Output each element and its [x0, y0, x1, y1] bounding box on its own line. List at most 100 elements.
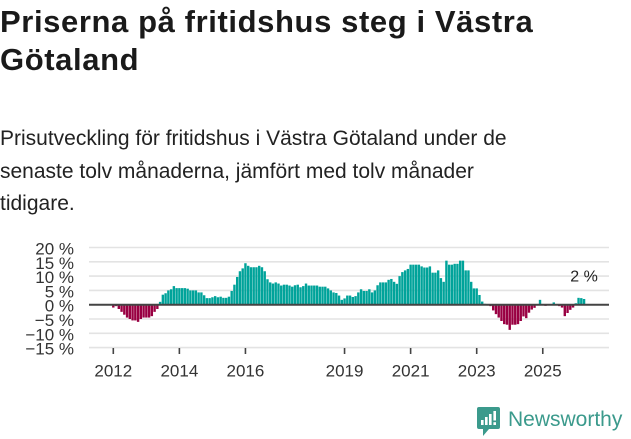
bar-positive	[222, 297, 225, 305]
bar-positive	[175, 288, 178, 305]
bar-positive	[395, 283, 399, 305]
bar-positive	[238, 271, 242, 305]
bar-positive	[362, 290, 366, 305]
x-axis-label: 2025	[524, 362, 562, 381]
chart-title: Priserna på fritidshus steg i Västra Göt…	[0, 4, 534, 77]
bar-positive	[194, 290, 198, 305]
bar-positive	[420, 266, 423, 305]
bar-positive	[472, 288, 476, 305]
bar-positive	[359, 289, 363, 305]
bar-negative	[560, 304, 564, 308]
brand-name: Newsworthy	[508, 408, 623, 431]
bar-positive	[481, 301, 484, 305]
bar-positive	[401, 272, 404, 305]
bar-negative	[516, 304, 520, 325]
bar-positive	[258, 265, 261, 305]
bar-positive	[450, 264, 454, 305]
bar-negative	[544, 304, 547, 306]
bar-positive	[310, 285, 313, 305]
bar-negative	[489, 304, 492, 307]
bar-positive	[436, 270, 440, 305]
bar-positive	[208, 298, 211, 305]
x-axis-label: 2016	[227, 362, 265, 381]
bar-positive	[368, 289, 371, 305]
bar-positive	[313, 285, 316, 305]
bar-positive	[285, 284, 288, 305]
bar-positive	[169, 289, 173, 305]
bar-positive	[409, 264, 412, 305]
bar-positive	[387, 279, 390, 305]
bar-positive	[183, 288, 187, 305]
bar-positive	[269, 282, 272, 305]
last-value-annotation: 2 %	[570, 269, 598, 286]
bar-positive	[249, 267, 253, 305]
bar-positive	[202, 295, 206, 305]
bar-positive	[469, 281, 473, 305]
bar-positive	[200, 292, 203, 305]
bar-negative	[136, 304, 140, 322]
bar-negative	[533, 304, 536, 308]
bar-positive	[431, 272, 434, 305]
bar-positive	[398, 276, 401, 305]
bar-positive	[219, 296, 222, 305]
bar-positive	[288, 285, 291, 305]
bar-negative	[139, 304, 143, 319]
bar-positive	[403, 270, 407, 305]
bar-positive	[442, 281, 445, 305]
bar-negative	[527, 304, 531, 313]
bar-positive	[252, 267, 255, 305]
bar-positive	[348, 295, 352, 305]
newsworthy-logo: Newsworthy	[476, 406, 622, 438]
bar-positive	[164, 293, 167, 305]
bar-positive	[244, 263, 247, 305]
bar-positive	[241, 268, 244, 305]
bar-negative	[519, 304, 522, 322]
bar-positive	[213, 296, 217, 305]
x-axis-label: 2019	[326, 362, 364, 381]
bar-negative	[500, 304, 503, 322]
bar-negative	[522, 304, 525, 317]
bar-negative	[128, 304, 132, 319]
y-axis-label: −10 %	[25, 325, 74, 344]
bar-positive	[337, 295, 341, 305]
bar-positive	[246, 265, 250, 305]
bar-positive	[417, 264, 421, 305]
bar-negative	[563, 304, 566, 317]
bar-positive	[211, 297, 214, 305]
bar-negative	[525, 304, 528, 319]
bar-positive	[332, 292, 335, 305]
bar-positive	[365, 290, 368, 305]
bar-positive	[291, 286, 294, 305]
bar-positive	[205, 298, 209, 305]
bar-negative	[503, 304, 506, 325]
bar-positive	[271, 283, 275, 305]
bar-positive	[315, 285, 319, 305]
bar-positive	[191, 290, 195, 305]
y-axis-label: 0 %	[45, 297, 74, 316]
bar-positive	[381, 282, 385, 305]
bar-positive	[324, 286, 327, 305]
bar-positive	[307, 285, 310, 305]
y-axis-label: 15 %	[35, 254, 74, 273]
bar-positive	[227, 296, 231, 305]
bar-positive	[302, 286, 305, 305]
bar-negative	[497, 304, 500, 318]
bar-positive	[428, 266, 432, 305]
bar-positive	[552, 302, 555, 305]
bar-positive	[461, 260, 465, 305]
bar-positive	[224, 297, 228, 305]
bar-positive	[434, 272, 437, 305]
bar-positive	[423, 267, 426, 305]
bar-positive	[180, 288, 184, 305]
bar-negative	[569, 304, 572, 310]
bar-positive	[235, 276, 239, 305]
bar-positive	[335, 292, 338, 305]
bar-positive	[447, 264, 451, 305]
bar-positive	[255, 267, 258, 305]
bar-positive	[296, 284, 299, 305]
bar-negative	[120, 304, 123, 312]
bar-positive	[475, 288, 478, 305]
chart-subtitle: Prisutveckling för fritidshus i Västra G…	[0, 127, 507, 215]
x-axis-label: 2012	[94, 362, 132, 381]
bar-negative	[571, 304, 575, 308]
